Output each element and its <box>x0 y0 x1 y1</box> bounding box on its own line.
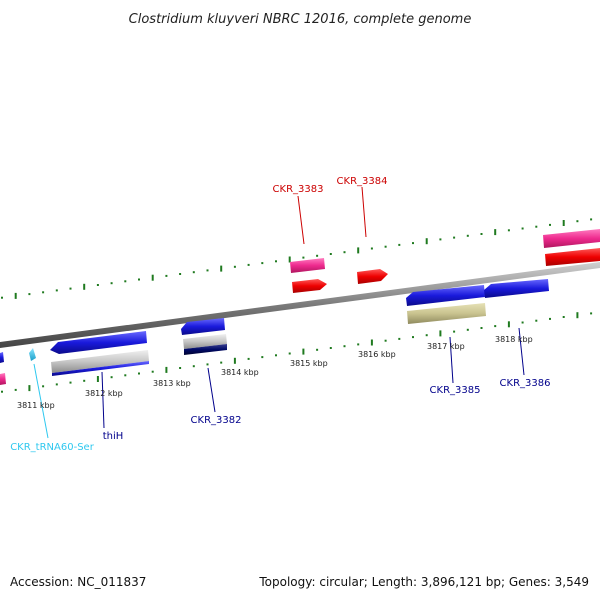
lower-tick-marks <box>1 312 593 393</box>
gene-labels: CKR_3383 CKR_3384 thiH CKR_3382 CKR_3385… <box>10 176 550 453</box>
gene-label-trna-ser[interactable]: CKR_tRNA60-Ser <box>10 442 95 453</box>
gene-label-thih[interactable]: thiH <box>103 431 124 442</box>
gene-label-ckr-3382[interactable]: CKR_3382 <box>191 415 242 426</box>
gene-label-ckr-3386[interactable]: CKR_3386 <box>500 378 551 389</box>
kbp-label: 3817 kbp <box>427 342 465 351</box>
gene-label-ckr-3383[interactable]: CKR_3383 <box>273 184 324 195</box>
kbp-label: 3813 kbp <box>153 379 191 388</box>
genome-backbone <box>0 262 600 348</box>
kbp-label: 3818 kbp <box>495 335 533 344</box>
kbp-label: 3814 kbp <box>221 368 259 377</box>
gene-right-edge-forward[interactable] <box>543 229 600 266</box>
gene-ckr-3384[interactable] <box>357 269 388 284</box>
kbp-label: 3812 kbp <box>85 389 123 398</box>
reverse-features <box>0 279 549 385</box>
leader-lines <box>33 186 525 439</box>
gene-ckr-3386[interactable] <box>484 279 549 298</box>
accession-text: Accession: NC_011837 <box>10 575 146 589</box>
summary-text: Topology: circular; Length: 3,896,121 bp… <box>258 575 589 589</box>
map-title: Clostridium kluyveri NBRC 12016, complet… <box>129 12 472 27</box>
kbp-label: 3811 kbp <box>17 401 55 410</box>
gene-left-edge-partial[interactable] <box>0 352 6 385</box>
upper-tick-marks <box>1 218 593 299</box>
gene-ckr-3385[interactable] <box>406 285 486 324</box>
gene-ckr-3383[interactable] <box>290 258 327 293</box>
kbp-labels: 3811 kbp 3812 kbp 3813 kbp 3814 kbp 3815… <box>17 335 533 410</box>
gene-ckr-3382[interactable] <box>181 318 227 355</box>
gene-label-ckr-3385[interactable]: CKR_3385 <box>430 385 481 396</box>
gene-trna-ser[interactable] <box>29 348 36 361</box>
kbp-label: 3815 kbp <box>290 359 328 368</box>
kbp-label: 3816 kbp <box>358 350 396 359</box>
gene-thih[interactable] <box>50 331 149 376</box>
forward-features <box>290 229 600 293</box>
gene-label-ckr-3384[interactable]: CKR_3384 <box>337 176 388 187</box>
